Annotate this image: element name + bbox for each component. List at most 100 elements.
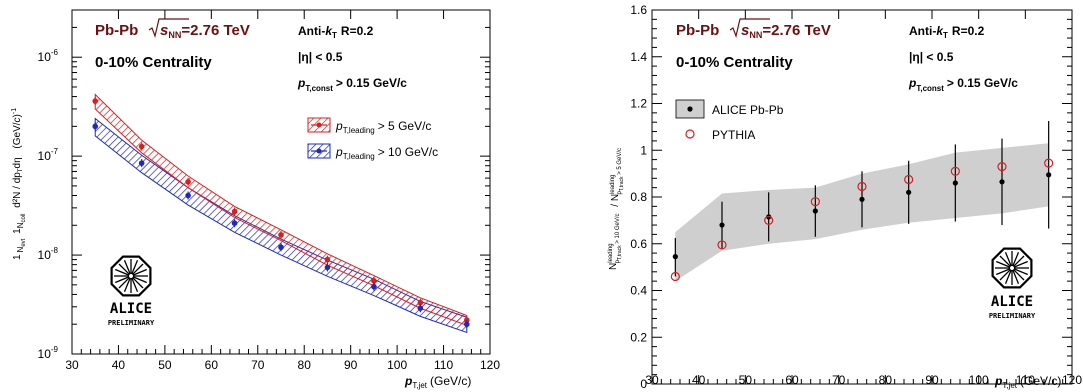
svg-text:pT,leading> 10 GeV/c: pT,leading > 10 GeV/c xyxy=(335,145,438,161)
right-system-label: Pb-Pb xyxy=(676,22,719,39)
svg-text:NleadingpT,track > 10 GeV/c: NleadingpT,track > 10 GeV/c / NleadingpT… xyxy=(608,148,625,270)
logo-octagon xyxy=(991,247,1033,289)
right-y-ticks: 0 0.2 0.4 0.6 0.8 1 1.2 1.4 1.6 xyxy=(630,3,1072,391)
left-plot-frame xyxy=(71,9,491,355)
left-legend: pT,leading > 5 GeV/c pT,leading > 10 GeV/c xyxy=(307,117,438,161)
logo-ray xyxy=(131,276,144,289)
right-centrality-label: 0-10% Centrality xyxy=(676,54,793,71)
right-x-ticks: 30 40 50 60 70 80 90 100 110 120 xyxy=(645,10,1082,387)
right-eta-label: |η| < 0.5 xyxy=(909,50,954,64)
pythia-point xyxy=(717,240,727,250)
logo-ray xyxy=(131,260,139,275)
logo-ray xyxy=(115,268,130,276)
y-tick-label: 0 xyxy=(640,377,647,391)
data-point xyxy=(719,222,725,228)
y-tick-label: 0.8 xyxy=(630,190,647,204)
logo-ray xyxy=(996,260,1011,268)
logo-ray xyxy=(1013,260,1028,268)
data-point xyxy=(231,220,238,226)
data-point xyxy=(463,321,470,328)
data-point xyxy=(324,256,331,263)
x-tick-label: 90 xyxy=(344,358,358,372)
data-point xyxy=(185,179,191,185)
svg-text:PYTHIA: PYTHIA xyxy=(712,128,755,142)
right-alice-logo: ALICE PRELIMINARY xyxy=(989,247,1036,320)
x-tick-label: 90 xyxy=(925,373,939,387)
alice-logo-name: ALICE xyxy=(991,294,1033,310)
logo-ray xyxy=(1013,268,1028,276)
logo-ray xyxy=(123,260,131,275)
data-point xyxy=(324,264,331,271)
alice-logo-name: ALICE xyxy=(110,301,152,317)
logo-ray xyxy=(132,276,147,284)
right-legend-entry-alice: ALICE Pb-Pb xyxy=(675,99,784,119)
right-pt-cut-label: pT,const > 0.15 GeV/c xyxy=(908,76,1018,93)
x-tick-label: 70 xyxy=(832,373,846,387)
svg-text:sNN=2.76 TeV: sNN=2.76 TeV xyxy=(160,22,250,40)
logo-ray xyxy=(131,277,139,292)
right-legend: ALICE Pb-Pb PYTHIA xyxy=(675,99,784,142)
pythia-point xyxy=(810,197,820,207)
left-algo-label: Anti-kT R=0.2 xyxy=(298,24,374,40)
logo-ray xyxy=(1004,252,1012,267)
data-point xyxy=(1046,172,1052,178)
x-tick-label: 60 xyxy=(205,358,219,372)
logo-ray xyxy=(1012,252,1020,267)
logo-ray xyxy=(131,263,144,276)
right-panel: 30 40 50 60 70 80 90 100 110 120 00.20.40.60.811.… xyxy=(608,3,1082,391)
logo-ray xyxy=(123,277,131,292)
data-point xyxy=(906,189,912,195)
y-tick-label: 10-8 xyxy=(38,246,59,262)
x-tick-label: 50 xyxy=(158,358,172,372)
x-tick-label: 40 xyxy=(112,358,126,372)
left-y-axis-label: 1Nevt 1Ncoll d²N / dpTdη (GeV/c)-1 xyxy=(11,108,28,260)
left-legend-entry-5gev: pT,leading > 5 GeV/c xyxy=(307,117,431,135)
logo-ray xyxy=(118,263,131,276)
pythia-point xyxy=(950,166,960,176)
y-tick-label: 0.6 xyxy=(630,237,647,251)
right-legend-entry-pythia: PYTHIA xyxy=(685,128,755,142)
svg-text:sNN=2.76 TeV: sNN=2.76 TeV xyxy=(741,22,831,40)
pythia-point xyxy=(904,174,914,185)
right-algo-label: Anti-kT R=0.2 xyxy=(909,24,985,40)
left-system-label: Pb-Pb xyxy=(95,22,138,39)
left-energy-label: sNN=2.76 TeV xyxy=(148,18,250,40)
x-tick-label: 40 xyxy=(692,373,706,387)
pythia-point xyxy=(1044,158,1054,168)
x-tick-label: 60 xyxy=(785,373,799,387)
left-alice-logo: ALICE PRELIMINARY xyxy=(108,255,155,327)
logo-ray xyxy=(1004,269,1012,284)
x-tick-label: 80 xyxy=(298,358,312,372)
x-tick-label: 50 xyxy=(739,373,753,387)
svg-text:1Nevt 1Ncoll d: 1Nevt 1Ncoll d²N / dpTdη (GeV/c)-1 xyxy=(11,108,28,260)
right-energy-label: sNN=2.76 TeV xyxy=(729,18,831,40)
data-point xyxy=(859,196,865,202)
logo-ray xyxy=(1012,268,1025,281)
logo-ray xyxy=(115,276,130,284)
x-tick-label: 30 xyxy=(65,358,79,372)
data-point xyxy=(417,299,424,306)
pythia-point xyxy=(764,215,774,225)
left-eta-label: |η| < 0.5 xyxy=(298,50,343,64)
right-y-axis-label: NleadingpT,track > 10 GeV/c / NleadingpT… xyxy=(608,148,625,270)
data-point xyxy=(138,160,145,166)
alice-logo-subtitle: PRELIMINARY xyxy=(989,312,1036,320)
data-point xyxy=(371,283,377,290)
x-tick-label: 110 xyxy=(1016,373,1035,387)
y-tick-label: 0.2 xyxy=(630,330,647,344)
data-point xyxy=(371,277,377,284)
alice-logo-subtitle: PRELIMINARY xyxy=(108,319,155,327)
data-point xyxy=(999,179,1005,185)
alice-logo-emblem xyxy=(991,247,1033,289)
y-tick-label: 1.6 xyxy=(630,3,647,17)
y-tick-label: 10-9 xyxy=(38,345,59,361)
left-x-axis-label: pT,jet (GeV/c) xyxy=(404,374,471,390)
y-tick-label: 1.4 xyxy=(630,50,647,64)
left-points xyxy=(92,97,470,329)
x-tick-label: 110 xyxy=(434,358,453,372)
logo-octagon xyxy=(110,255,152,297)
y-tick-label: 10-6 xyxy=(38,48,59,64)
right-x-axis-label: pT,jet (GeV/c) xyxy=(994,374,1061,390)
data-point xyxy=(278,232,284,238)
left-y-ticks: 10-9 10-8 10-7 10-6 xyxy=(38,9,490,361)
